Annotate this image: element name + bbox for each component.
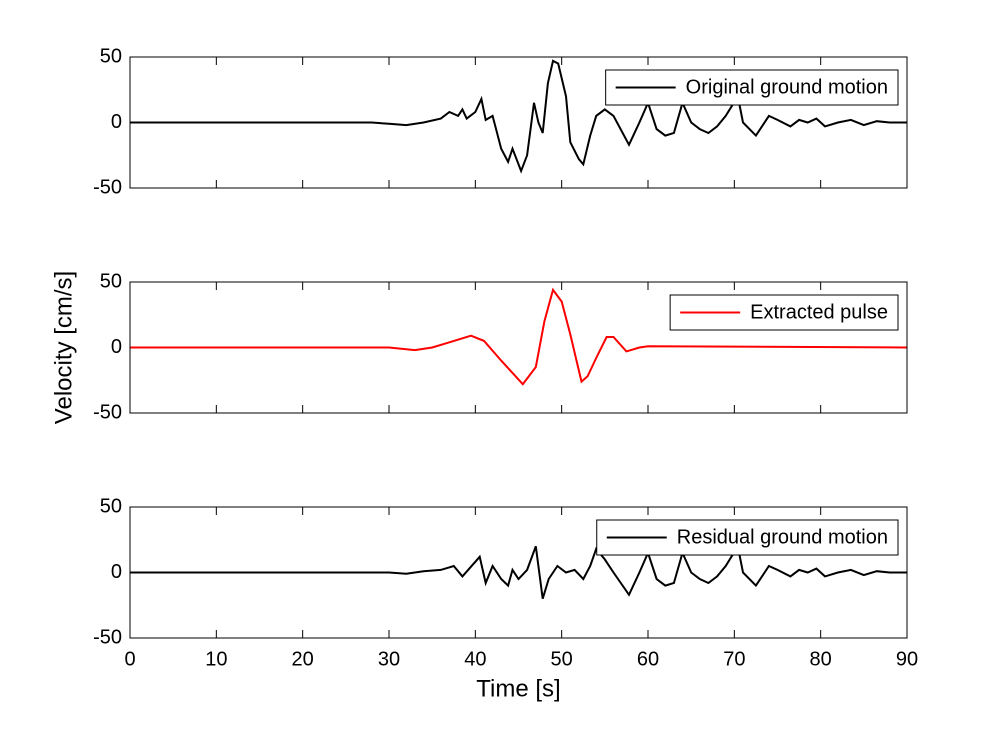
- legend-label: Original ground motion: [686, 76, 888, 98]
- y-tick-label: 50: [100, 45, 122, 67]
- x-tick-label: 10: [205, 648, 227, 670]
- x-tick-label: 50: [551, 648, 573, 670]
- x-tick-label: 30: [378, 648, 400, 670]
- x-tick-label: 40: [464, 648, 486, 670]
- x-axis-label: Time [s]: [476, 675, 560, 702]
- y-tick-label: -50: [93, 626, 122, 648]
- line-series: [130, 287, 908, 386]
- y-axis-label: Velocity [cm/s]: [50, 271, 77, 424]
- x-tick-label: 70: [723, 648, 745, 670]
- x-tick-label: 80: [810, 648, 832, 670]
- y-tick-label: -50: [93, 176, 122, 198]
- legend-label: Extracted pulse: [750, 301, 888, 323]
- y-tick-label: 0: [111, 111, 122, 133]
- axes-box: [129, 506, 908, 639]
- legend-label: Residual ground motion: [677, 526, 888, 548]
- y-tick-label: 0: [111, 561, 122, 583]
- y-tick-label: 50: [100, 270, 122, 292]
- line-series: [130, 59, 907, 174]
- axes-box: [129, 56, 908, 189]
- y-tick-label: 50: [100, 495, 122, 517]
- x-tick-label: 60: [637, 648, 659, 670]
- axes-box: [129, 281, 908, 414]
- x-tick-label: 20: [292, 648, 314, 670]
- x-tick-label: 90: [896, 648, 918, 670]
- y-tick-label: 0: [111, 336, 122, 358]
- x-tick-label: 0: [124, 648, 135, 670]
- y-tick-label: -50: [93, 401, 122, 423]
- line-series: [130, 543, 907, 599]
